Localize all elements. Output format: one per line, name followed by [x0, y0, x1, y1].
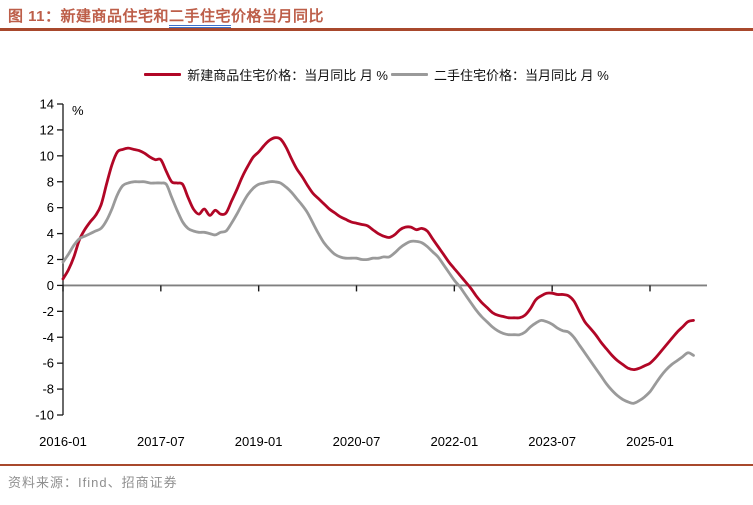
series-line-new-home	[61, 136, 695, 371]
figure-title-prefix: 图 11：新建商品住宅和	[8, 8, 170, 25]
line-chart: 14 12 10 8 6 4 2 0 -2 -4 -6 -8 -10 2016-01 2017-07 2019…	[35, 97, 707, 449]
y-tick-label: 4	[47, 226, 54, 241]
legend-label-new-home: 新建商品住宅价格：当月同比 月 %	[187, 68, 388, 83]
y-tick-label: -10	[35, 408, 54, 423]
y-axis-unit-label: %	[72, 103, 84, 118]
y-tick-label: 2	[47, 252, 54, 267]
y-tick-label: -6	[42, 356, 54, 371]
y-tick-label: 10	[40, 148, 54, 163]
legend-line-swatch-gray	[391, 73, 428, 76]
chart-legend: 新建商品住宅价格：当月同比 月 % 二手住宅价格：当月同比 月 %	[0, 65, 753, 84]
footer-divider	[0, 464, 753, 466]
x-tick-label: 2019-01	[235, 434, 283, 449]
series-line-secondhand	[61, 180, 695, 405]
legend-item-new-home: 新建商品住宅价格：当月同比 月 %	[144, 65, 388, 84]
x-tick-label: 2023-07	[528, 434, 576, 449]
x-tick-label: 2020-07	[333, 434, 381, 449]
y-tick-label: 12	[40, 122, 54, 137]
y-tick-label: -8	[42, 382, 54, 397]
x-tick-label: 2025-01	[626, 434, 674, 449]
y-tick-label: 6	[47, 200, 54, 215]
figure-title-underlined-term: 二手住宅	[169, 8, 232, 28]
source-note: 资料来源：Ifind、招商证券	[8, 475, 178, 490]
y-tick-label: 8	[47, 174, 54, 189]
legend-label-secondhand: 二手住宅价格：当月同比 月 %	[434, 68, 609, 83]
y-tick-label: 0	[47, 278, 54, 293]
figure-title-suffix: 价格当月同比	[231, 8, 325, 25]
y-tick-label: -4	[42, 330, 54, 345]
x-tick-label: 2016-01	[39, 434, 87, 449]
x-tick-label: 2022-01	[430, 434, 478, 449]
x-tick-label: 2017-07	[137, 434, 185, 449]
legend-item-secondhand: 二手住宅价格：当月同比 月 %	[391, 65, 609, 84]
y-tick-label: -2	[42, 304, 54, 319]
legend-line-swatch-red	[144, 73, 182, 76]
y-tick-label: 14	[40, 97, 54, 112]
figure-title: 图 11：新建商品住宅和二手住宅价格当月同比	[8, 5, 325, 28]
header-divider	[0, 28, 753, 31]
